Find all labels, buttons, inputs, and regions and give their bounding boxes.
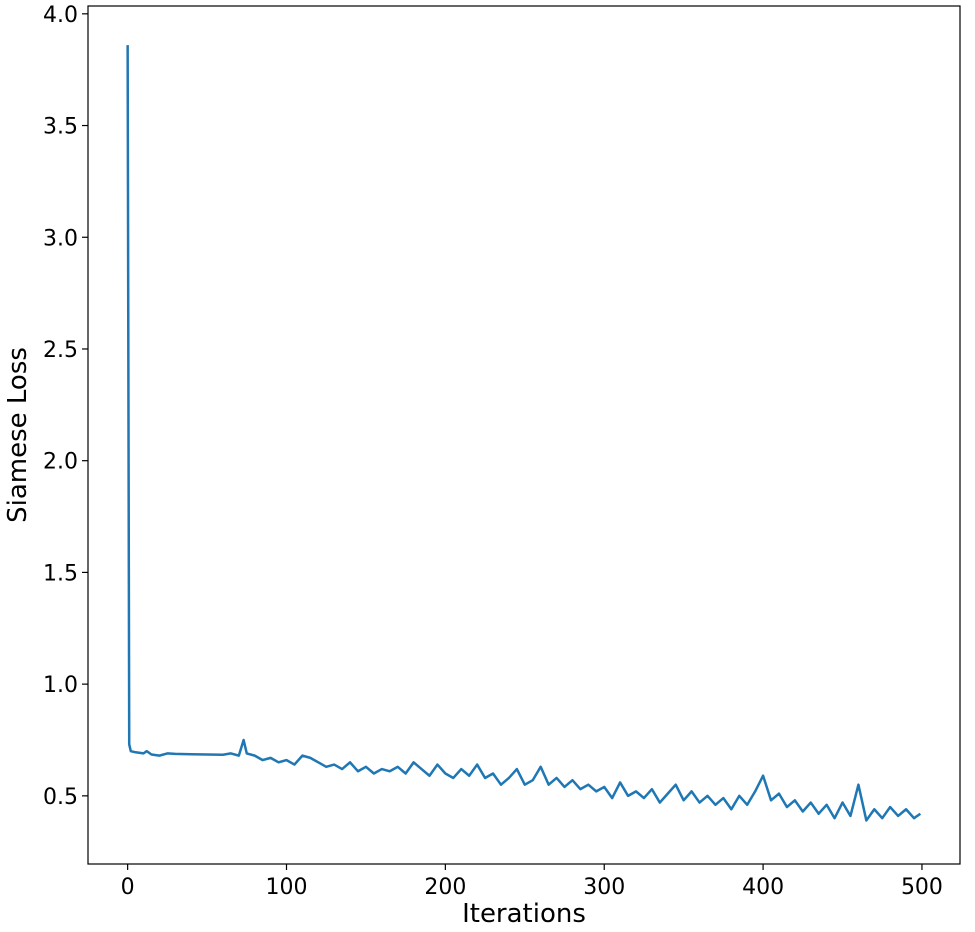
y-tick-label: 0.5 [43,785,78,810]
x-tick-label: 100 [265,875,307,900]
y-tick-label: 1.0 [43,673,78,698]
x-tick-label: 400 [742,875,784,900]
x-tick-label: 500 [901,875,943,900]
x-axis-label: Iterations [462,899,586,929]
y-tick-label: 4.0 [43,3,78,28]
x-tick-label: 300 [583,875,625,900]
y-tick-label: 3.5 [43,115,78,140]
plot-frame [87,5,961,865]
y-tick-label: 1.5 [43,561,78,586]
y-tick-label: 3.0 [43,226,78,251]
y-tick-label: 2.0 [43,450,78,475]
x-tick-label: 200 [424,875,466,900]
loss-line [126,45,922,822]
x-tick-label: 0 [121,875,135,900]
y-axis-label: Siamese Loss [3,347,33,523]
y-tick-label: 2.5 [43,338,78,363]
